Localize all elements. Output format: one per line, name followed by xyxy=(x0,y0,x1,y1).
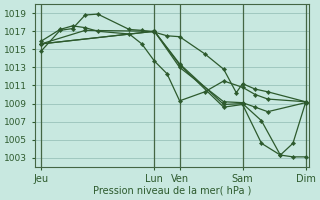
X-axis label: Pression niveau de la mer( hPa ): Pression niveau de la mer( hPa ) xyxy=(93,186,251,196)
